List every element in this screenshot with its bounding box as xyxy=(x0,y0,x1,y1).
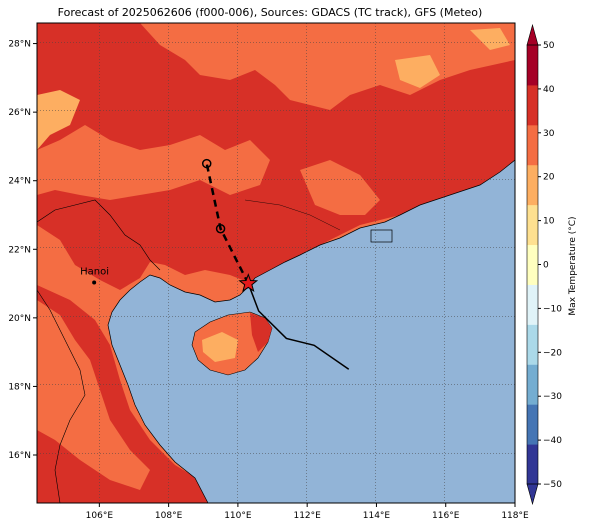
map-frame xyxy=(36,22,516,504)
colorbar-segment xyxy=(527,284,538,325)
colorbar-segment xyxy=(527,164,538,206)
latitude-tick-label: 24°N xyxy=(8,177,31,187)
hainan-region-hot xyxy=(250,313,272,352)
forecast-position-marker xyxy=(215,223,226,234)
colorbar-tick-label: −50 xyxy=(543,480,562,490)
hong-kong-marker xyxy=(370,229,393,243)
latitude-tick-label: 16°N xyxy=(8,451,31,461)
colorbar-segment xyxy=(527,364,538,405)
map-title: Forecast of 2025062606 (f000-006), Sourc… xyxy=(57,6,483,19)
colorbar-min-extend xyxy=(526,483,539,506)
colorbar-segment xyxy=(527,244,538,285)
colorbar: 50 40 30 20 10 0 −10 −20 −30 −40 −50 xyxy=(526,23,562,506)
cyclone-forecast-track xyxy=(205,163,250,285)
colorbar-segment xyxy=(527,124,538,166)
country-border xyxy=(37,289,86,503)
colorbar-segment xyxy=(527,324,538,365)
sea xyxy=(108,160,515,503)
colorbar-tick-label: 20 xyxy=(543,173,555,183)
colorbar-segment xyxy=(527,444,538,485)
latitude-tick-label: 22°N xyxy=(8,245,31,255)
country-border xyxy=(37,199,161,271)
temperature-region-warm xyxy=(37,300,150,490)
colorbar-tick-label: −20 xyxy=(543,348,562,358)
colorbar-tick-label: 30 xyxy=(543,129,555,139)
colorbar-segment xyxy=(527,84,538,126)
gridlines xyxy=(37,23,515,503)
temperature-region-mild xyxy=(395,55,440,88)
latitude-axis: 16°N 18°N 20°N 22°N 24°N 26°N 28°N xyxy=(8,40,37,461)
latitude-tick-label: 20°N xyxy=(8,314,31,324)
colorbar-tick-label: 0 xyxy=(543,261,549,271)
city-marker xyxy=(92,280,97,285)
colorbar-segment xyxy=(527,204,538,246)
longitude-tick-label: 116°E xyxy=(432,511,460,521)
coastline xyxy=(107,159,515,503)
latitude-tick-label: 18°N xyxy=(8,382,31,392)
map-area: Hanoi xyxy=(37,23,515,503)
city-label: Hanoi xyxy=(80,267,109,278)
cyclone-past-track xyxy=(247,283,350,370)
colorbar-tick-label: −10 xyxy=(543,304,562,314)
colorbar-tick-label: 10 xyxy=(543,217,555,227)
colorbar-tick-label: −40 xyxy=(543,436,562,446)
colorbar-tick-label: 40 xyxy=(543,85,555,95)
temperature-region-warm xyxy=(300,160,380,215)
latitude-tick-label: 26°N xyxy=(8,108,31,118)
latitude-tick-label: 28°N xyxy=(8,40,31,50)
colorbar-tick-label: 50 xyxy=(543,41,555,51)
colorbar-segment xyxy=(527,404,538,445)
colorbar-max-extend xyxy=(526,23,539,46)
province-border xyxy=(244,199,341,231)
longitude-tick-label: 106°E xyxy=(86,511,114,521)
temperature-region-warm xyxy=(37,23,515,110)
colorbar-label: Max Temperature (°C) xyxy=(568,216,578,315)
longitude-tick-label: 108°E xyxy=(155,511,183,521)
hainan-region-mild xyxy=(202,332,238,362)
longitude-tick-label: 118°E xyxy=(501,511,529,521)
longitude-tick-label: 114°E xyxy=(363,511,391,521)
cyclone-current-position-marker xyxy=(238,273,259,293)
forecast-position-marker xyxy=(201,158,212,169)
longitude-tick-label: 112°E xyxy=(293,511,321,521)
colorbar-segment xyxy=(527,45,538,86)
temperature-region-mild xyxy=(37,90,80,150)
colorbar-tick-label: −30 xyxy=(543,392,562,402)
longitude-axis: 106°E 108°E 110°E 112°E 114°E 116°E 118°E xyxy=(86,503,529,521)
longitude-tick-label: 110°E xyxy=(224,511,252,521)
temperature-region-mild xyxy=(470,28,510,50)
